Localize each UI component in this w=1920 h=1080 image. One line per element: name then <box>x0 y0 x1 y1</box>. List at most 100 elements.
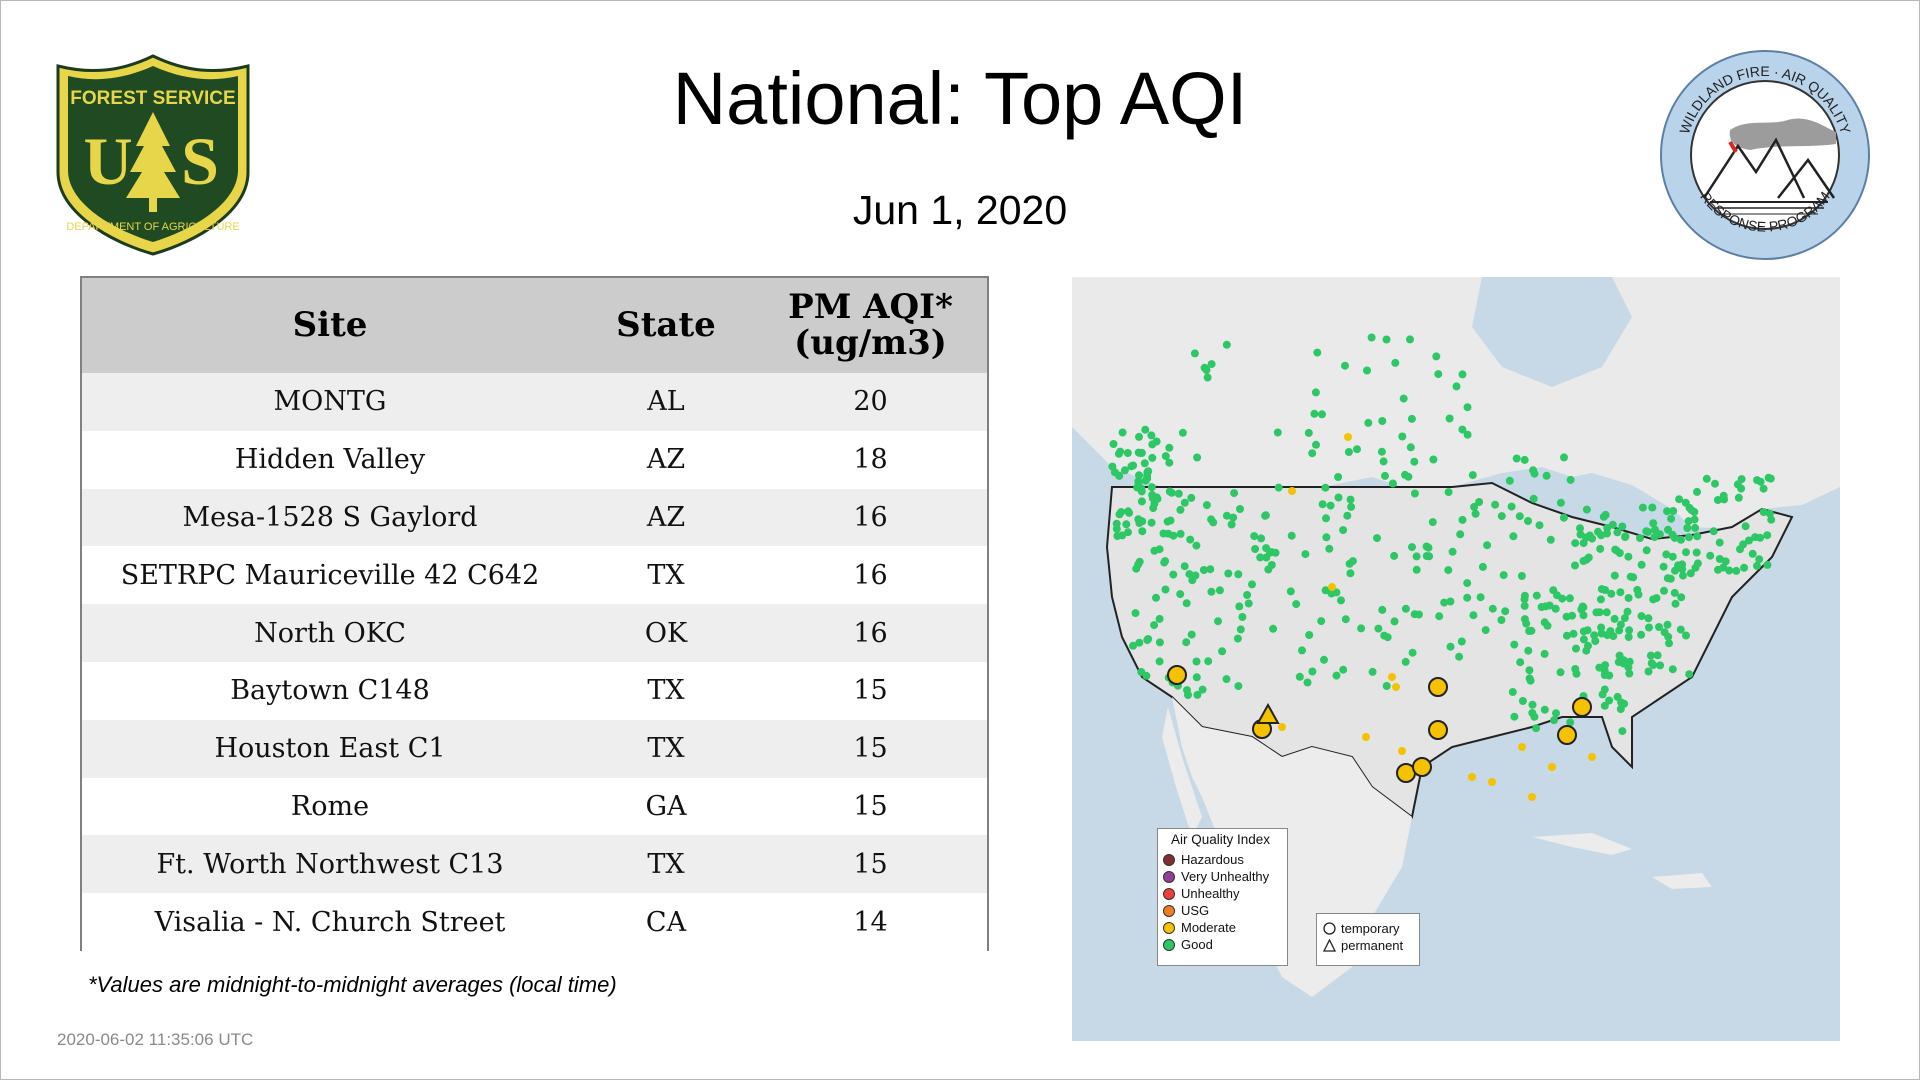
monitor-dot[interactable] <box>1569 629 1578 638</box>
monitor-dot[interactable] <box>1679 571 1687 580</box>
monitor-dot[interactable] <box>1579 635 1588 644</box>
monitor-dot[interactable] <box>1136 449 1145 457</box>
monitor-dot[interactable] <box>1601 510 1610 519</box>
monitor-dot[interactable] <box>1653 651 1662 660</box>
monitor-dot[interactable] <box>1540 705 1549 714</box>
monitor-dot[interactable] <box>1414 610 1423 619</box>
monitor-dot[interactable] <box>1475 498 1484 506</box>
monitor-dot[interactable] <box>1624 594 1633 602</box>
monitor-dot[interactable] <box>1596 595 1605 604</box>
monitor-dot[interactable] <box>1161 585 1170 594</box>
monitor-dot[interactable] <box>1317 617 1326 626</box>
monitor-dot[interactable] <box>1238 613 1247 621</box>
monitor-dot[interactable] <box>1176 505 1185 514</box>
monitor-dot[interactable] <box>1588 534 1597 543</box>
monitor-dot[interactable] <box>1551 604 1560 613</box>
monitor-dot[interactable] <box>1274 483 1283 492</box>
monitor-dot[interactable] <box>1693 532 1702 541</box>
monitor-dot[interactable] <box>1401 657 1410 666</box>
monitor-dot[interactable] <box>1448 547 1457 556</box>
table-row[interactable]: Ft. Worth Northwest C13 TX 15 <box>82 835 987 894</box>
monitor-dot[interactable] <box>1642 546 1651 555</box>
monitor-dot[interactable] <box>1304 428 1313 437</box>
monitor-dot[interactable] <box>1463 593 1472 602</box>
monitor-dot[interactable] <box>1150 499 1159 508</box>
monitor-dot[interactable] <box>1458 370 1467 379</box>
monitor-dot[interactable] <box>1515 512 1524 521</box>
monitor-dot[interactable] <box>1668 665 1677 674</box>
monitor-dot[interactable] <box>1334 493 1343 502</box>
monitor-dot[interactable] <box>1524 517 1532 525</box>
monitor-dot[interactable] <box>1295 672 1304 681</box>
monitor-dot[interactable] <box>1446 642 1455 651</box>
monitor-dot[interactable] <box>1556 498 1565 507</box>
monitor-dot[interactable] <box>1745 536 1753 545</box>
monitor-dot[interactable] <box>1497 616 1506 624</box>
monitor-dot[interactable] <box>1651 525 1659 534</box>
monitor-dot[interactable] <box>1147 483 1156 492</box>
monitor-dot[interactable] <box>1566 718 1575 727</box>
monitor-dot[interactable] <box>1626 572 1635 581</box>
monitor-dot[interactable] <box>1339 665 1348 674</box>
monitor-dot[interactable] <box>1339 526 1348 535</box>
monitor-dot[interactable] <box>1155 614 1164 623</box>
monitor-dot[interactable] <box>1659 562 1668 571</box>
monitor-dot[interactable] <box>1470 502 1479 511</box>
monitor-dot[interactable] <box>1670 588 1679 597</box>
monitor-dot[interactable] <box>1406 443 1415 452</box>
monitor-dot[interactable] <box>1668 552 1677 561</box>
monitor-dot[interactable] <box>1388 479 1397 488</box>
monitor-dot[interactable] <box>1234 682 1243 691</box>
monitor-dot[interactable] <box>1540 618 1549 627</box>
monitor-dot[interactable] <box>1713 496 1722 504</box>
monitor-dot[interactable] <box>1491 500 1500 509</box>
monitor-dot[interactable] <box>1529 494 1538 503</box>
monitor-dot[interactable] <box>1308 667 1317 676</box>
monitor-dot[interactable] <box>1378 605 1387 614</box>
monitor-dot[interactable] <box>1286 587 1295 596</box>
monitor-dot[interactable] <box>1233 634 1242 643</box>
monitor-dot[interactable] <box>1144 635 1153 643</box>
monitor-dot[interactable] <box>1637 560 1646 569</box>
monitor-dot[interactable] <box>1535 521 1544 530</box>
monitor-dot[interactable] <box>1445 414 1454 423</box>
monitor-dot[interactable] <box>1686 569 1695 578</box>
monitor-dot[interactable] <box>1663 620 1672 629</box>
monitor-dot[interactable] <box>1328 583 1336 591</box>
monitor-dot[interactable] <box>1613 528 1622 537</box>
monitor-dot[interactable] <box>1131 609 1140 618</box>
monitor-dot[interactable] <box>1677 593 1686 602</box>
monitor-dot[interactable] <box>1310 409 1319 418</box>
monitor-dot[interactable] <box>1478 562 1487 571</box>
monitor-dot[interactable] <box>1347 502 1356 511</box>
monitor-dot[interactable] <box>1572 644 1580 653</box>
monitor-dot[interactable] <box>1135 471 1143 480</box>
monitor-dot[interactable] <box>1748 549 1757 558</box>
monitor-dot[interactable] <box>1578 602 1587 611</box>
monitor-dot[interactable] <box>1124 528 1132 537</box>
monitor-dot[interactable] <box>1382 682 1391 690</box>
monitor-dot[interactable] <box>1161 557 1170 566</box>
monitor-dot[interactable] <box>1435 612 1444 621</box>
top-site-marker[interactable] <box>1557 725 1577 745</box>
monitor-dot[interactable] <box>1303 678 1312 687</box>
monitor-dot[interactable] <box>1373 534 1381 543</box>
monitor-dot[interactable] <box>1736 545 1744 554</box>
monitor-dot[interactable] <box>1406 335 1414 344</box>
monitor-dot[interactable] <box>1398 432 1407 441</box>
monitor-dot[interactable] <box>1135 432 1143 441</box>
monitor-dot[interactable] <box>1184 691 1192 699</box>
monitor-dot[interactable] <box>1678 565 1687 574</box>
monitor-dot[interactable] <box>1702 474 1711 483</box>
monitor-dot[interactable] <box>1488 604 1497 613</box>
monitor-dot[interactable] <box>1120 466 1129 475</box>
monitor-dot[interactable] <box>1499 571 1508 580</box>
monitor-dot[interactable] <box>1725 566 1734 575</box>
monitor-dot[interactable] <box>1665 639 1673 648</box>
monitor-dot[interactable] <box>1207 587 1216 596</box>
monitor-dot[interactable] <box>1458 425 1467 434</box>
monitor-dot[interactable] <box>1390 551 1399 560</box>
monitor-dot[interactable] <box>1348 557 1357 566</box>
monitor-dot[interactable] <box>1209 518 1218 527</box>
monitor-dot[interactable] <box>1134 477 1143 486</box>
